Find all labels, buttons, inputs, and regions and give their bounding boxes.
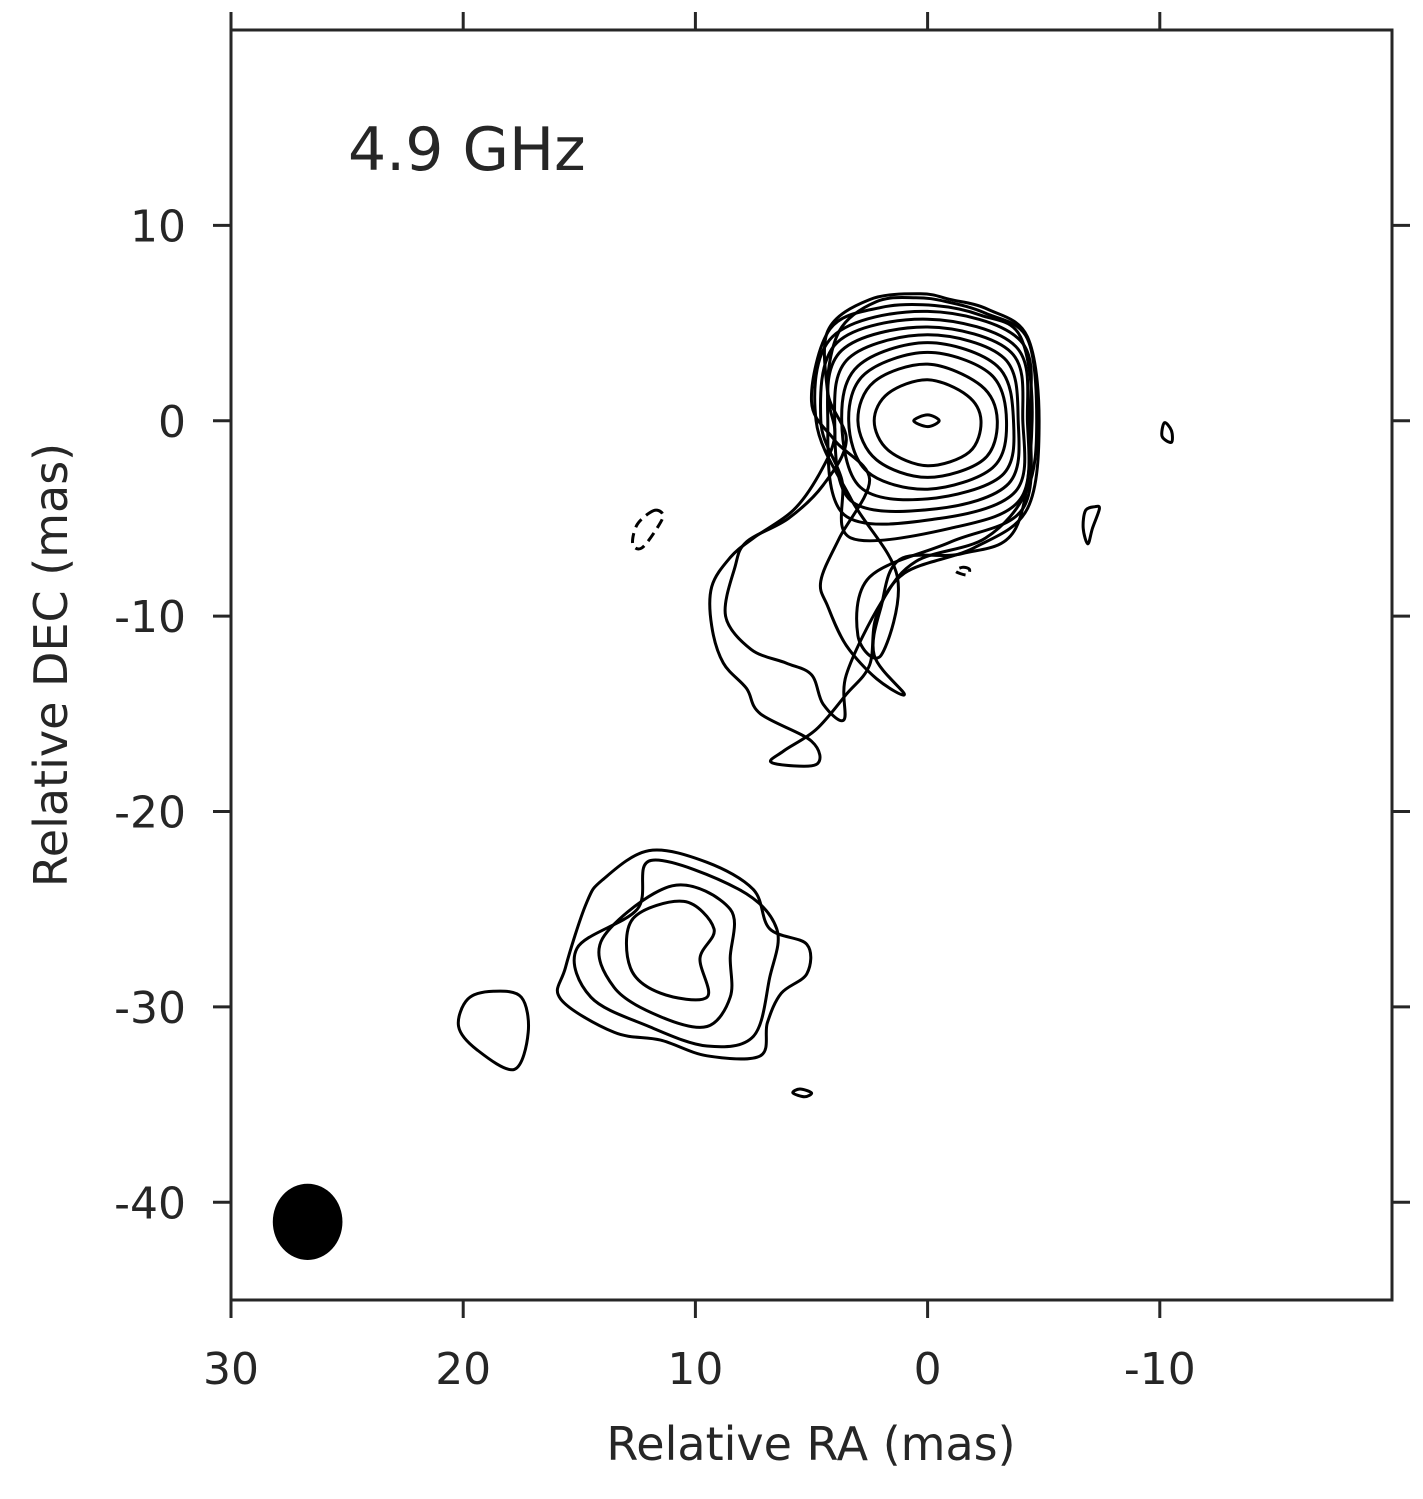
knot-contour-2 (791, 1087, 814, 1099)
y-tick-label: 10 (130, 201, 186, 252)
core-contour-1 (912, 413, 941, 429)
y-tick-label: -30 (114, 983, 186, 1034)
core-contour-8 (818, 317, 1031, 543)
core-contour-10 (809, 303, 1034, 697)
plot-frame (229, 28, 1394, 1302)
x-tick-label: 0 (914, 1344, 942, 1395)
neg-contour-2 (953, 565, 972, 577)
jet-contour-1 (572, 858, 780, 1049)
y-tick-label: -10 (114, 592, 186, 643)
x-tick-label: 30 (203, 1344, 259, 1395)
spur-contour-2 (1160, 421, 1174, 444)
beam-ellipse (272, 1183, 343, 1260)
core-contour-4 (847, 350, 1009, 491)
x-tick-label: 10 (667, 1344, 723, 1395)
contour-layer (456, 292, 1174, 1099)
y-tick-label: -20 (114, 788, 186, 839)
y-tick-label: 0 (158, 397, 186, 448)
x-tick-label: -10 (1124, 1344, 1196, 1395)
core-contour-5 (840, 341, 1016, 502)
spur-contour-1 (1081, 504, 1101, 546)
x-tick-label: 20 (435, 1344, 491, 1395)
knot-contour-1 (456, 989, 530, 1072)
core-contour-12 (708, 292, 1041, 768)
core-contour-3 (856, 362, 999, 479)
x-axis-label: Relative RA (mas) (606, 1417, 1015, 1471)
neg-contour-1 (631, 508, 665, 551)
core-contour-7 (825, 325, 1027, 526)
tick-layer: 30 20 10 0 -10 10 0 -10 -20 -30 -40 (114, 12, 1410, 1395)
core-contour-6 (833, 333, 1021, 513)
jet-contour-4 (555, 848, 813, 1061)
y-tick-label: -40 (114, 1178, 186, 1229)
core-contour-2 (872, 378, 983, 468)
jet-contour-2 (597, 883, 736, 1029)
y-axis-label: Relative DEC (mas) (24, 443, 78, 887)
frequency-annotation: 4.9 GHz (348, 115, 586, 185)
jet-contour-3 (624, 899, 716, 1002)
